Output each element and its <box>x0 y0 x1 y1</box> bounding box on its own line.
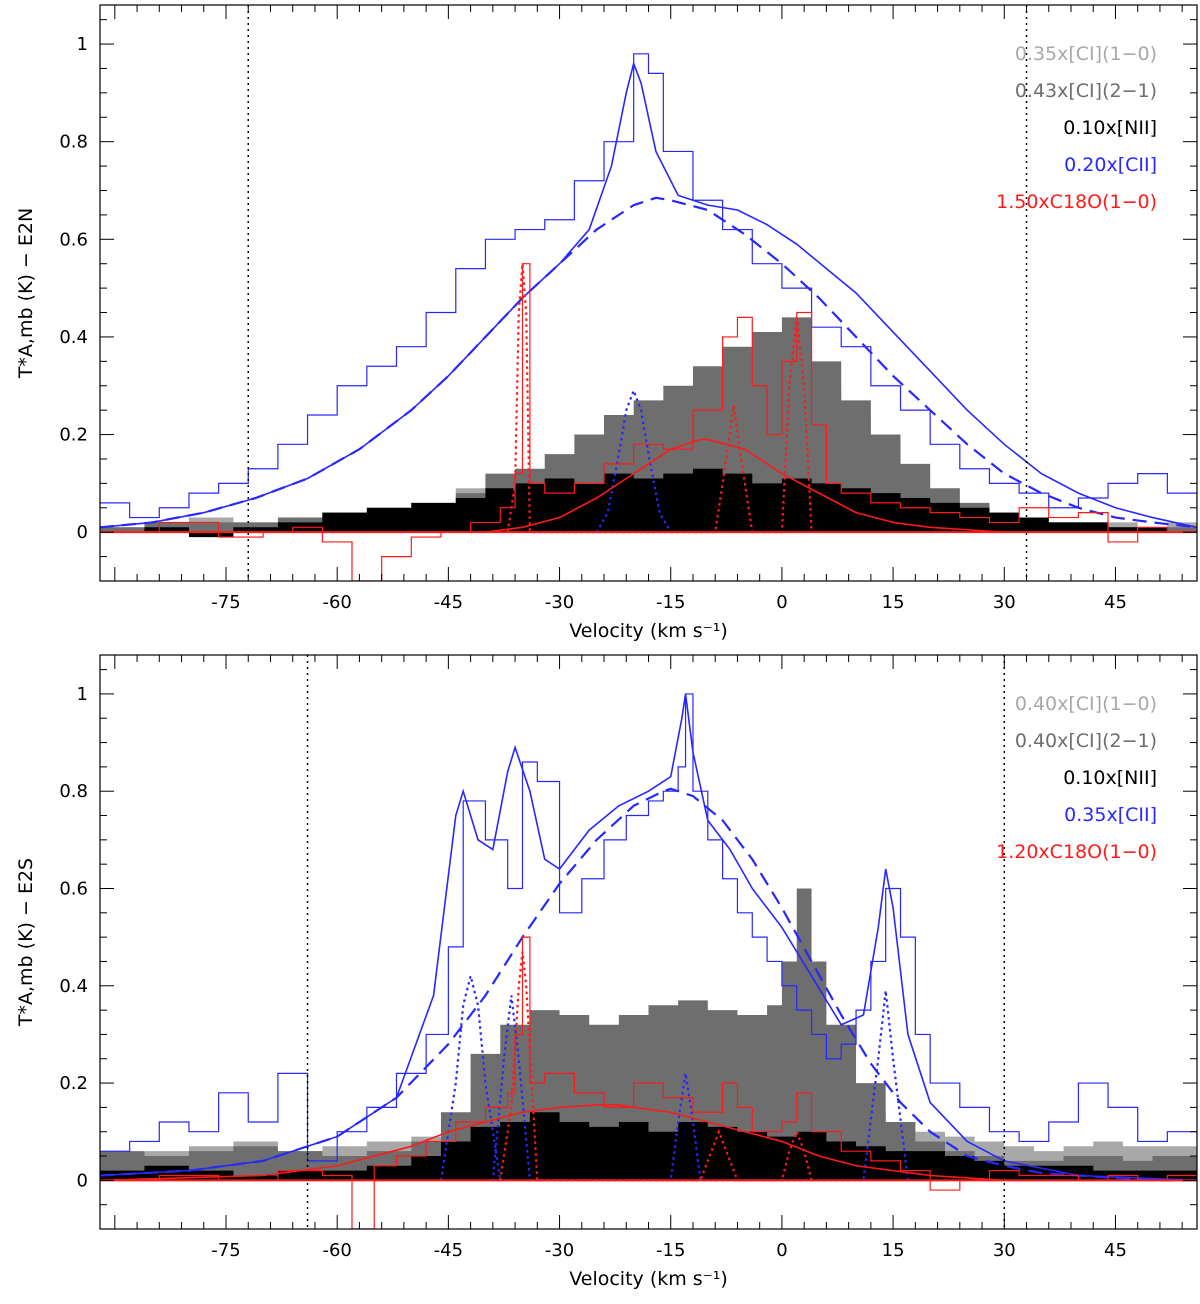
legend-entry: 0.10x[NII] <box>1063 767 1157 789</box>
y-tick-label: 1 <box>77 34 88 55</box>
x-tick-label: 30 <box>993 1240 1016 1261</box>
legend-entry: 1.50xC18O(1−0) <box>996 191 1157 213</box>
panel-e2s: -75 -60 -45 -30 -15 0 15 30 45 0 0.2 0.4 0.6 0.8 1 Velo… <box>15 654 1198 1290</box>
legend-entry: 0.20x[CII] <box>1064 154 1157 176</box>
x-tick-label: -30 <box>545 1240 574 1261</box>
series-7-histogram <box>100 936 1197 1229</box>
series-7-histogram <box>100 263 1197 581</box>
y-tick-label: 0 <box>77 522 88 543</box>
panel-e2n: -75 -60 -45 -30 -15 0 15 30 45 0 0.2 0.4 0.6 0.8 1 Velo… <box>15 4 1198 642</box>
x-tick-label: 45 <box>1104 592 1127 613</box>
x-tick-label: 30 <box>993 592 1016 613</box>
series-6-dotted-fit <box>595 387 672 533</box>
legend-entry: 0.40x[CI](2−1) <box>1015 730 1157 752</box>
series-1-filled-histogram <box>100 317 1197 533</box>
x-tick-label: 45 <box>1104 1240 1127 1261</box>
legend-entry: 1.20xC18O(1−0) <box>996 841 1157 863</box>
x-tick-label: 0 <box>776 592 787 613</box>
x-tick-label: -75 <box>211 592 240 613</box>
y-tick-label: 0 <box>77 1170 88 1191</box>
y-tick-label: 0.4 <box>59 976 88 997</box>
y-tick-label: 1 <box>77 684 88 705</box>
x-axis-title: Velocity (km s⁻¹) <box>569 620 728 642</box>
series-8-solid-fit <box>100 438 1197 533</box>
series-1-filled-histogram <box>100 888 1197 1181</box>
legend-entry: 0.43x[CI](2−1) <box>1015 80 1157 102</box>
legend-entry: 0.35x[CI](1−0) <box>1015 43 1157 65</box>
legend-entry: 0.35x[CII] <box>1064 804 1157 826</box>
series-3-histogram <box>100 53 1197 519</box>
x-tick-label: -30 <box>545 592 574 613</box>
series-5-dashed-fit <box>100 196 1197 529</box>
x-tick-label: 0 <box>776 1240 787 1261</box>
series-2-filled-histogram <box>100 468 1197 538</box>
legend-entry: 0.10x[NII] <box>1063 117 1157 139</box>
y-tick-label: 0.6 <box>59 878 88 899</box>
y-tick-label: 0.8 <box>59 781 88 802</box>
series-4-solid-fit <box>100 693 1197 1182</box>
series-8-solid-fit <box>100 1104 1197 1182</box>
y-tick-label: 0.4 <box>59 327 88 348</box>
y-tick-label: 0.2 <box>59 1073 88 1094</box>
series-5-dashed-fit <box>100 787 1197 1182</box>
x-tick-label: -60 <box>322 1240 351 1261</box>
x-axis-title: Velocity (km s⁻¹) <box>569 1268 728 1290</box>
x-tick-label: -45 <box>434 592 463 613</box>
series-2-filled-histogram <box>100 1112 1197 1181</box>
series-9-dotted-fit <box>506 263 813 534</box>
x-tick-label: -15 <box>656 592 685 613</box>
y-tick-label: 0.8 <box>59 132 88 153</box>
series-9-dotted-fit <box>499 951 813 1182</box>
plot-area <box>100 53 1197 581</box>
legend-entry: 0.40x[CI](1−0) <box>1015 693 1157 715</box>
series-3-histogram <box>100 693 1197 1162</box>
x-tick-label: 15 <box>882 1240 905 1261</box>
x-tick-label: -15 <box>656 1240 685 1261</box>
y-axis-title: T*A,mb (K) − E2S <box>15 858 37 1027</box>
x-tick-label: -45 <box>434 1240 463 1261</box>
y-axis-title: T*A,mb (K) − E2N <box>15 208 37 379</box>
x-tick-label: 15 <box>882 592 905 613</box>
plot-area <box>100 693 1197 1229</box>
x-tick-label: -60 <box>322 592 351 613</box>
y-tick-label: 0.2 <box>59 425 88 446</box>
y-tick-label: 0.6 <box>59 229 88 250</box>
x-tick-label: -75 <box>211 1240 240 1261</box>
